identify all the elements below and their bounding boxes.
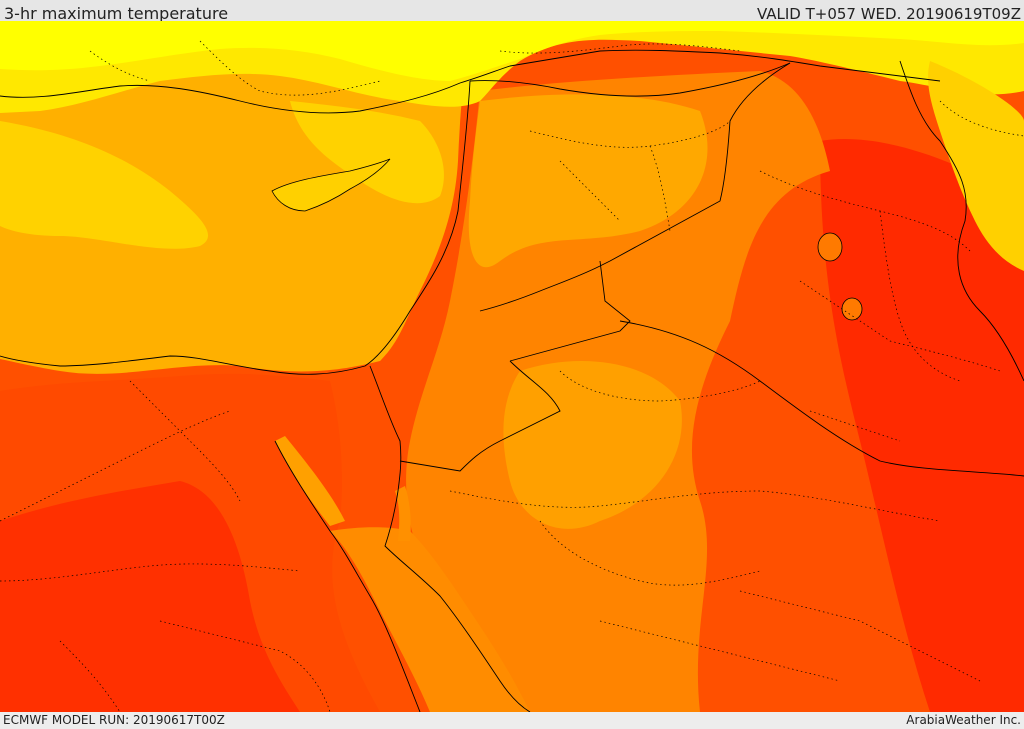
credit-label: ArabiaWeather Inc. <box>906 713 1021 727</box>
coastline-turkey <box>0 49 941 114</box>
province-border <box>449 490 941 522</box>
red-sea <box>330 527 530 712</box>
turkey-land-bright <box>0 21 1024 81</box>
temperature-zone-gold-sea <box>0 121 209 249</box>
temperature-zone-egypt-core <box>0 481 300 712</box>
model-run-label: ECMWF MODEL RUN: 20190617T00Z <box>3 713 225 727</box>
border-syria-turkey <box>469 62 791 97</box>
border-egypt-israel <box>369 365 402 492</box>
iran-land-yellow <box>928 61 1024 271</box>
temperature-zone-amber-syria <box>468 94 708 268</box>
province-border <box>939 100 1024 137</box>
valid-time-label: VALID T+057 WED. 20190619T09Z <box>756 5 1021 23</box>
province-border <box>129 380 241 502</box>
province-border <box>809 410 901 442</box>
lake-tharthar <box>817 232 843 262</box>
map-header: 3-hr maximum temperature VALID T+057 WED… <box>0 0 1024 23</box>
border-jordan-iraq <box>509 260 631 362</box>
province-border <box>759 170 971 252</box>
province-border <box>739 590 981 682</box>
province-border <box>0 410 231 522</box>
temperature-map[interactable] <box>0 21 1024 712</box>
province-borders <box>0 40 1024 712</box>
cyprus-island <box>271 158 391 212</box>
border-saudi-iraq <box>619 320 1024 477</box>
border-jordan-south <box>399 360 561 472</box>
province-border <box>199 40 381 96</box>
map-footer: ECMWF MODEL RUN: 20190617T00Z ArabiaWeat… <box>0 712 1024 729</box>
temperature-zone-red <box>820 139 1024 712</box>
map-title: 3-hr maximum temperature <box>4 4 229 23</box>
coastline-levant <box>0 80 471 375</box>
province-border <box>559 370 761 402</box>
border-iraq-iran <box>899 60 1024 382</box>
temperature-zone-gold-sea-east <box>290 101 444 204</box>
province-border <box>539 520 761 586</box>
gulf-of-aqaba <box>395 486 411 541</box>
province-border <box>799 280 1001 372</box>
lake-habbaniyah <box>841 297 863 321</box>
province-border <box>529 120 731 148</box>
gulf-of-suez <box>275 436 345 526</box>
border-syria-iraq <box>599 62 791 267</box>
border-jordan-saudi <box>479 265 601 312</box>
coastline-sinai-west <box>274 440 421 712</box>
province-border <box>499 43 741 54</box>
coastline-sinai-east <box>384 490 531 712</box>
country-borders <box>0 49 1024 712</box>
province-border <box>0 563 301 582</box>
temperature-zone-amber-saudi <box>503 361 682 529</box>
province-border <box>879 210 961 382</box>
temperature-map-canvas <box>0 21 1024 712</box>
province-border <box>59 640 121 712</box>
